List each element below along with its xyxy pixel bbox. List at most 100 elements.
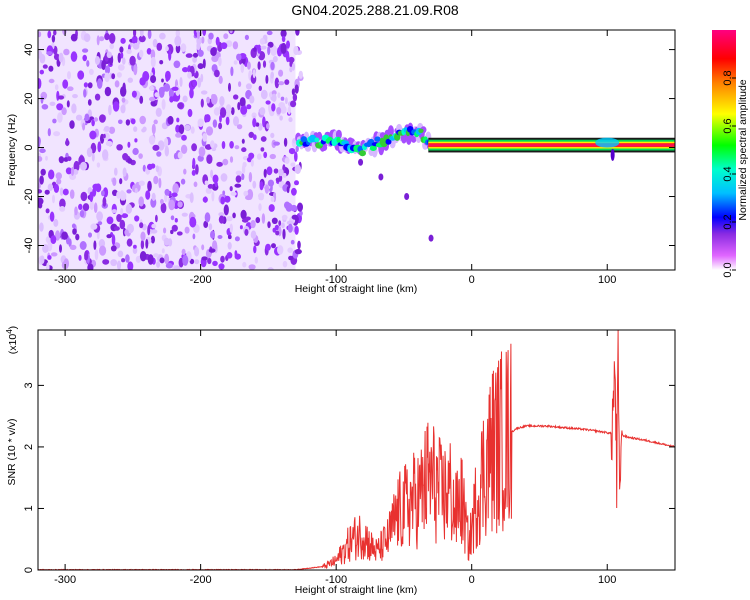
noise-blob <box>230 191 237 196</box>
noise-blob <box>97 221 103 226</box>
noise-blob <box>159 257 165 264</box>
noise-blob <box>116 72 122 78</box>
noise-blob <box>170 215 175 221</box>
signal-blob <box>314 137 320 143</box>
noise-blob <box>197 77 202 88</box>
noise-blob <box>270 45 278 56</box>
snr-ticks: -300 -200 -100 0 100 0 1 2 3 <box>23 330 675 586</box>
noise-blob <box>139 77 146 86</box>
noise-blob <box>93 117 99 122</box>
noise-blob <box>272 55 278 63</box>
noise-blob <box>133 64 138 76</box>
noise-blob <box>149 85 154 91</box>
noise-blob <box>38 136 41 148</box>
noise-blob <box>165 45 169 52</box>
noise-blob <box>248 152 255 159</box>
noise-blob <box>164 145 169 157</box>
y-tick-label: 2 <box>23 444 35 450</box>
noise-blob <box>94 56 101 65</box>
x-tick-label: 0 <box>469 274 475 286</box>
noise-blob <box>173 60 181 69</box>
signal-blob <box>300 136 308 143</box>
spectrogram-x-label: Height of straight line (km) <box>295 283 418 295</box>
noise-blob <box>208 223 213 231</box>
noise-blob <box>184 226 190 234</box>
noise-blob <box>142 126 147 132</box>
noise-blob <box>210 140 215 149</box>
noise-blob <box>180 178 186 185</box>
noise-blob <box>246 104 252 110</box>
noise-blob <box>291 214 299 220</box>
noise-blob <box>150 56 156 68</box>
noise-blob <box>241 173 245 181</box>
noise-blob <box>278 69 284 77</box>
noise-blob <box>72 228 77 235</box>
noise-blob <box>142 164 146 172</box>
noise-blob <box>38 31 42 38</box>
noise-blob <box>138 153 143 159</box>
noise-blob <box>139 95 144 104</box>
noise-blob <box>58 52 64 63</box>
noise-blob <box>205 126 214 136</box>
noise-blob <box>127 77 133 83</box>
noise-blob <box>258 192 265 200</box>
noise-blob <box>290 239 295 245</box>
noise-blob <box>233 116 239 127</box>
noise-blob <box>248 131 255 138</box>
noise-blob <box>189 216 197 228</box>
noise-blob <box>181 134 187 141</box>
noise-blob <box>248 264 256 270</box>
noise-blob <box>229 186 233 192</box>
noise-blob <box>102 259 110 265</box>
noise-blob <box>101 190 105 197</box>
noise-blob <box>78 203 83 210</box>
noise-blob <box>260 45 267 50</box>
noise-blob <box>233 94 239 100</box>
noise-blob <box>192 52 199 58</box>
line-disturbance <box>595 137 620 148</box>
noise-blob <box>102 196 107 207</box>
noise-blob <box>131 90 137 98</box>
noise-blob <box>89 68 94 75</box>
noise-blob <box>53 183 60 193</box>
noise-blob <box>38 156 43 162</box>
x-tick-label: 0 <box>469 574 475 586</box>
noise-blob <box>69 189 75 199</box>
noise-blob <box>267 267 274 270</box>
outlier-blob <box>358 158 364 166</box>
noise-blob <box>236 124 243 130</box>
noise-blob <box>281 222 285 229</box>
noise-blob <box>174 35 182 47</box>
noise-blob <box>288 255 294 261</box>
noise-blob <box>66 100 70 108</box>
noise-blob <box>200 98 204 108</box>
noise-blob <box>40 255 45 264</box>
noise-blob <box>148 135 156 145</box>
noise-blob <box>96 162 101 168</box>
noise-blob <box>281 35 286 43</box>
noise-blob <box>294 180 299 186</box>
noise-blob <box>47 30 52 39</box>
noise-blob <box>264 184 270 194</box>
noise-blob <box>248 172 253 183</box>
noise-blob <box>259 107 266 116</box>
noise-blob <box>282 172 287 178</box>
noise-blob <box>219 115 222 123</box>
noise-blob <box>111 73 116 80</box>
noise-blob <box>290 100 297 108</box>
noise-blob <box>262 60 267 68</box>
x-tick-label: -100 <box>325 274 347 286</box>
noise-blob <box>84 250 89 261</box>
noise-blob <box>244 228 249 236</box>
line-disturbance-tail <box>610 148 615 161</box>
noise-blob <box>55 230 61 241</box>
noise-blob <box>104 86 112 97</box>
noise-blob <box>145 238 149 249</box>
noise-blob <box>265 74 269 84</box>
noise-blob <box>91 152 95 162</box>
noise-blob <box>241 147 247 153</box>
noise-blob <box>252 118 257 128</box>
noise-blob <box>83 33 91 43</box>
noise-blob <box>189 258 195 265</box>
colorbar-tick-label: 0.2 <box>722 214 734 229</box>
